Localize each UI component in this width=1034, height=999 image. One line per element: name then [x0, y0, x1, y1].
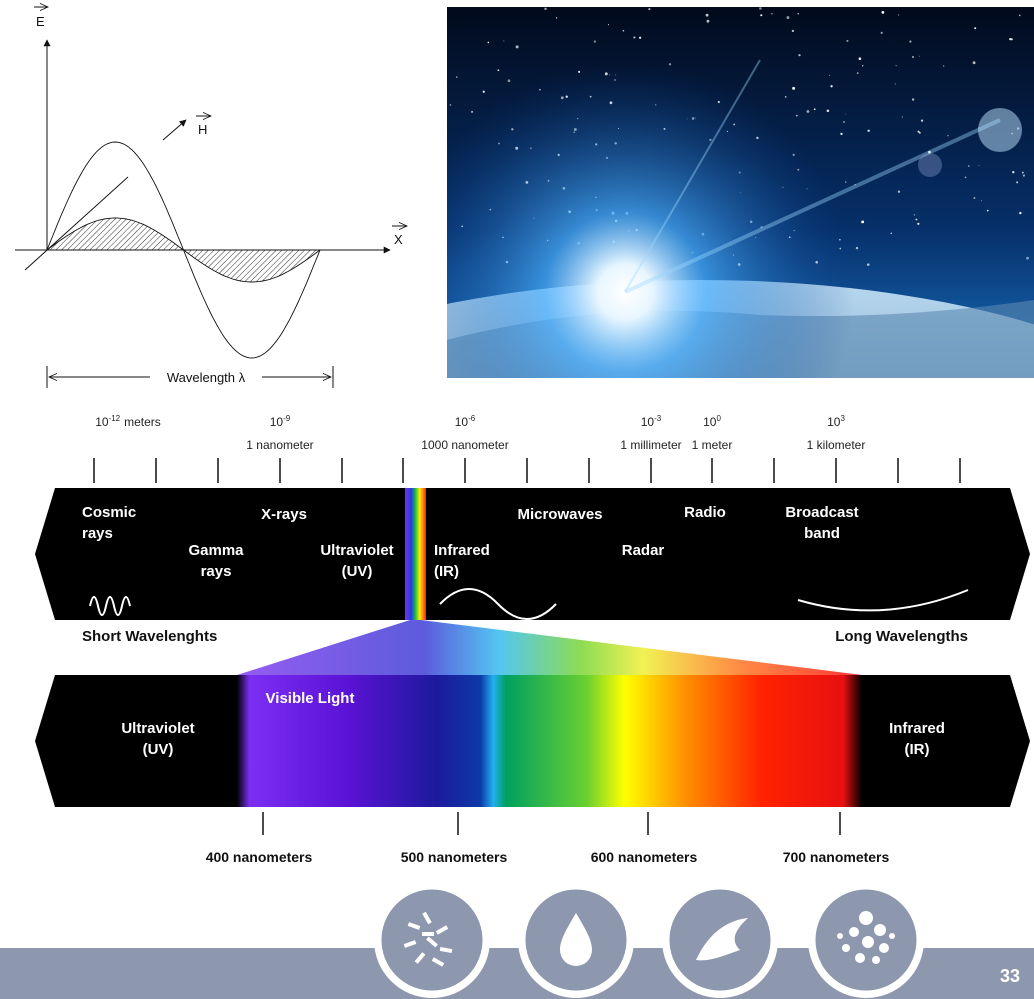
dot: [862, 936, 874, 948]
slide: E H X Wavelength λ 10-12meters10-91 nano…: [0, 0, 1034, 999]
dot: [879, 943, 889, 953]
dot: [842, 944, 850, 952]
power-base: 10: [827, 415, 841, 429]
scale-power: 10-3: [641, 414, 662, 429]
band-label: Infrared: [434, 542, 490, 559]
power-unit: meters: [124, 415, 161, 429]
visible-left-label: Ultraviolet: [121, 720, 194, 737]
visible-left-label: (UV): [143, 741, 174, 758]
visible-right-label: Infrared: [889, 720, 945, 737]
scale-power: 100: [703, 414, 721, 429]
scale-power: 103: [827, 414, 845, 429]
power-exponent: 0: [716, 414, 721, 423]
scale-power: 10-9: [270, 414, 291, 429]
long-wavelength-label: Long Wavelengths: [835, 628, 968, 645]
scale-note: 1 millimeter: [620, 438, 681, 452]
e-label: E: [36, 14, 45, 29]
power-base: 10: [95, 415, 109, 429]
visible-title: Visible Light: [266, 690, 355, 707]
scale-note: 1 nanometer: [246, 438, 313, 452]
visible-right-label: (IR): [905, 741, 930, 758]
band-label: (IR): [434, 563, 459, 580]
power-base: 10: [703, 415, 717, 429]
band-label: Cosmic: [82, 504, 136, 521]
dot: [889, 933, 895, 939]
band-label: Broadcast: [785, 504, 858, 521]
power-base: 10: [455, 415, 469, 429]
visible-fan: [237, 620, 862, 675]
nm-label: 400 nanometers: [206, 849, 313, 865]
nm-label: 700 nanometers: [783, 849, 890, 865]
band-label: rays: [82, 525, 113, 542]
band-label: (UV): [342, 563, 373, 580]
band-label: rays: [201, 563, 232, 580]
power-base: 10: [641, 415, 655, 429]
nm-label: 600 nanometers: [591, 849, 698, 865]
wavelength-label: Wavelength λ: [167, 370, 246, 385]
nm-label: 500 nanometers: [401, 849, 508, 865]
scale-note: 1 meter: [692, 438, 733, 452]
power-exponent: -3: [654, 414, 662, 423]
h-wave: [47, 218, 320, 282]
dot: [855, 953, 865, 963]
power-exponent: -6: [468, 414, 476, 423]
band-label: Gamma: [188, 542, 244, 559]
x-label: X: [394, 232, 403, 247]
scale-power: 10-6: [455, 414, 476, 429]
scale-note: 1 kilometer: [807, 438, 866, 452]
dot: [849, 927, 859, 937]
band-label: Radar: [622, 542, 665, 559]
power-exponent: -9: [283, 414, 291, 423]
visible-strip: [405, 488, 426, 620]
power-base: 10: [270, 415, 284, 429]
dot: [837, 933, 843, 939]
wave-diagram: [15, 7, 407, 388]
dot: [874, 924, 886, 936]
rod: [422, 932, 434, 936]
page-number: 33: [1000, 966, 1020, 986]
scale-note: 1000 nanometer: [421, 438, 508, 452]
dot: [872, 956, 880, 964]
band-label: Radio: [684, 504, 726, 521]
short-wavelength-label: Short Wavelenghts: [82, 628, 217, 645]
band-label: Microwaves: [517, 506, 602, 523]
power-exponent: -12: [109, 414, 121, 423]
band-label: band: [804, 525, 840, 542]
power-exponent: 3: [840, 414, 845, 423]
h-arrow: [163, 120, 186, 140]
dot: [859, 911, 873, 925]
band-label: X-rays: [261, 506, 307, 523]
band-label: Ultraviolet: [320, 542, 393, 559]
h-label: H: [198, 122, 207, 137]
